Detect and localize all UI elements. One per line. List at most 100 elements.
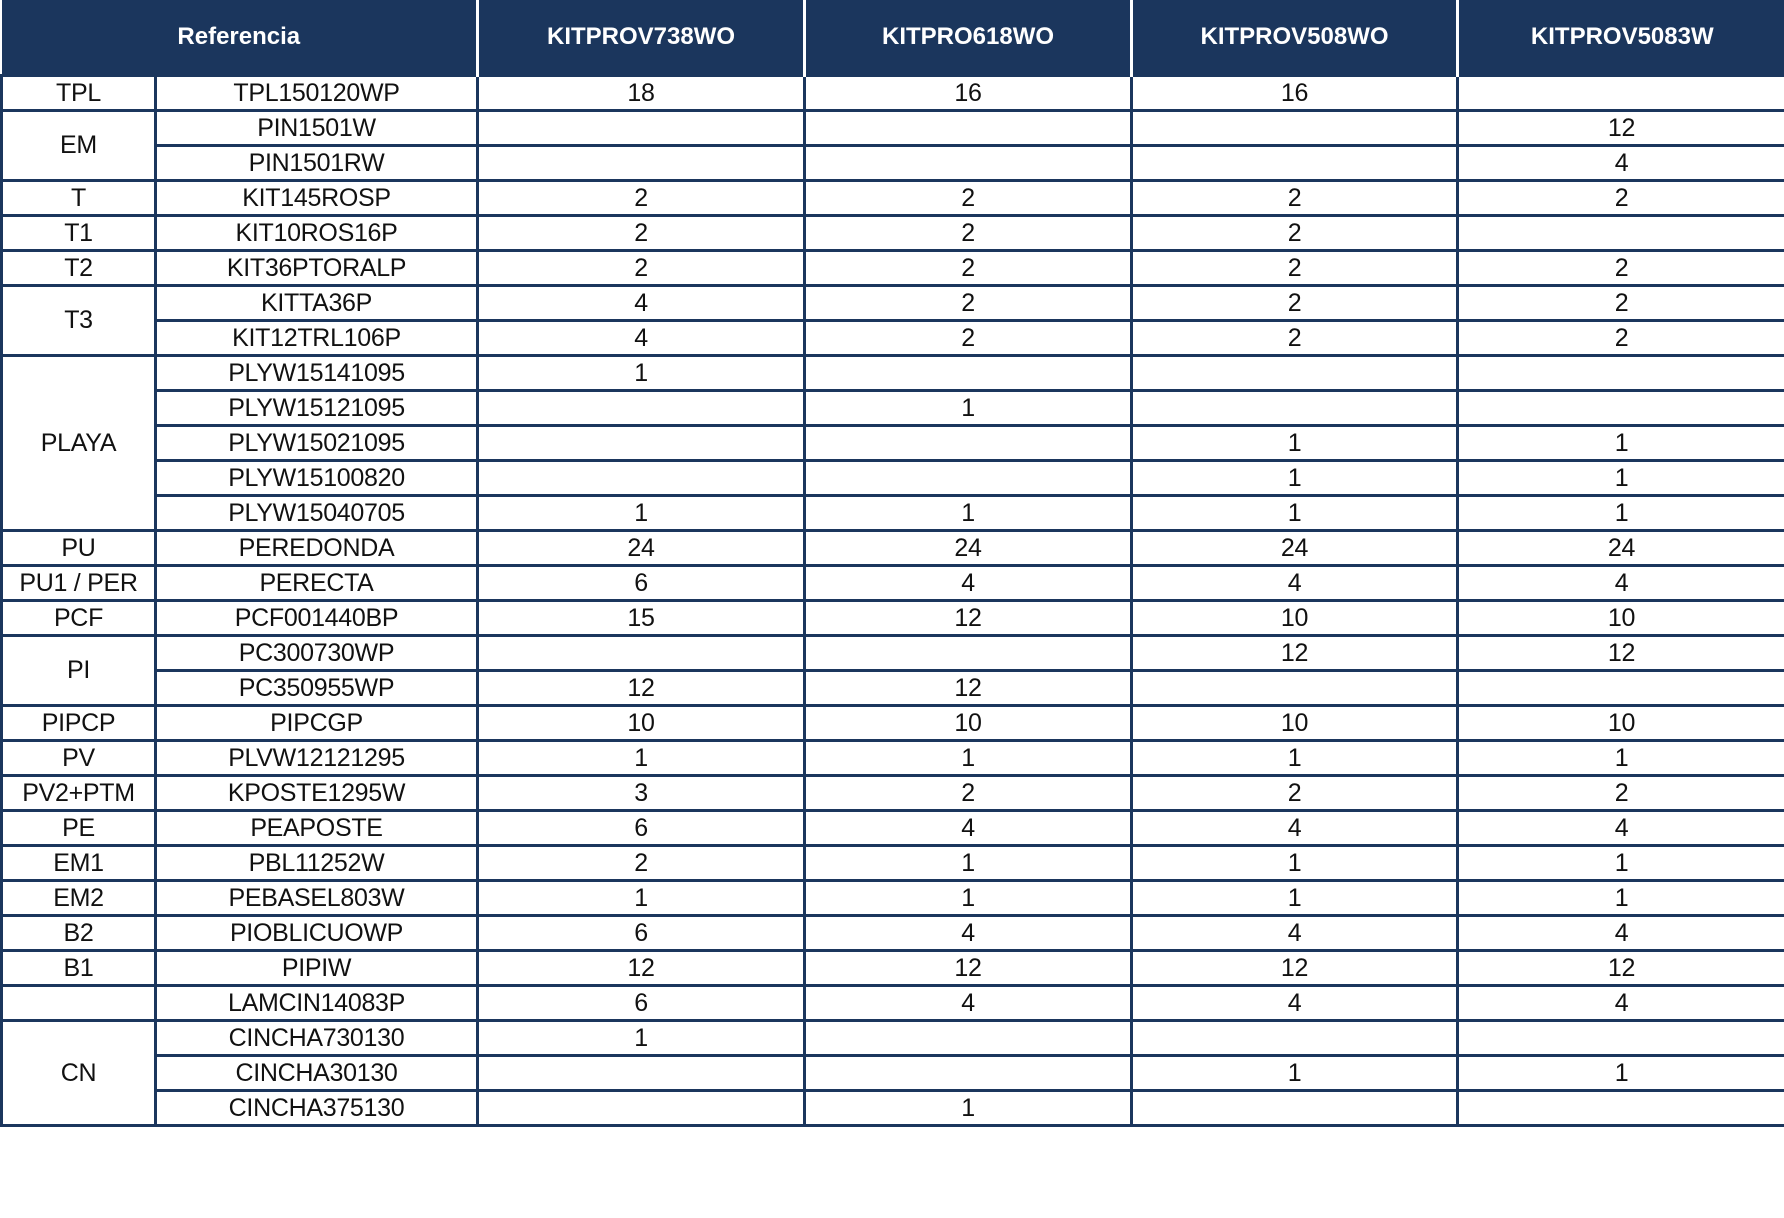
quantity-cell: 6: [476, 984, 807, 1022]
quantity-cell: [1456, 214, 1784, 252]
table-row: T KIT145ROSP 2 2 2 2: [0, 179, 1784, 217]
quantity-cell: 1: [1456, 879, 1784, 917]
table-row: PIPCP PIPCGP 10 10 10 10: [0, 704, 1784, 742]
table-row: TPL TPL150120WP 18 16 16: [0, 74, 1784, 112]
group-cell: B1: [0, 949, 157, 987]
quantity-cell: 4: [803, 914, 1134, 952]
quantity-cell: 10: [1456, 704, 1784, 742]
quantity-cell: 2: [476, 844, 807, 882]
quantity-cell: 1: [803, 879, 1134, 917]
quantity-cell: [1456, 74, 1784, 112]
reference-cell: CINCHA375130: [153, 1089, 480, 1127]
table-row: PLAYA PLYW15141095 1: [0, 354, 1784, 532]
table-row: CN CINCHA730130 1: [0, 1019, 1784, 1127]
table-row: PU PEREDONDA 24 24 24 24: [0, 529, 1784, 567]
group-cell: PV: [0, 739, 157, 777]
quantity-cell: 1: [803, 494, 1134, 532]
table-row: PLYW15040705 1 1 1 1: [2, 494, 1784, 532]
quantity-cell: 1: [1456, 494, 1784, 532]
quantity-cell: 2: [803, 284, 1134, 322]
table-row: PIN1501RW 4: [2, 144, 1784, 182]
quantity-cell: 2: [803, 774, 1134, 812]
table-row: T1 KIT10ROS16P 2 2 2: [0, 214, 1784, 252]
quantity-cell: 12: [803, 669, 1134, 707]
group-cell: EM: [0, 109, 157, 182]
group-cell: T1: [0, 214, 157, 252]
reference-cell: KITTA36P: [153, 284, 480, 322]
quantity-cell: 24: [1456, 529, 1784, 567]
quantity-cell: 10: [803, 704, 1134, 742]
reference-cell: PIN1501W: [153, 109, 480, 147]
quantity-cell: 4: [1456, 564, 1784, 602]
quantity-cell: 12: [1130, 634, 1460, 672]
reference-cell: LAMCIN14083P: [153, 984, 480, 1022]
quantity-cell: 4: [1456, 914, 1784, 952]
quantity-cell: [476, 424, 807, 462]
quantity-cell: 1: [1130, 1054, 1460, 1092]
quantity-cell: 16: [1130, 74, 1460, 112]
group-cell: TPL: [0, 74, 157, 112]
group-cell: PV2+PTM: [0, 774, 157, 812]
quantity-cell: 4: [803, 984, 1134, 1022]
quantity-cell: 2: [476, 214, 807, 252]
reference-cell: PLYW15040705: [153, 494, 480, 532]
quantity-cell: 12: [476, 949, 807, 987]
quantity-cell: [476, 144, 807, 182]
quantity-cell: 2: [1456, 249, 1784, 287]
reference-cell: KIT145ROSP: [153, 179, 480, 217]
table-row: LAMCIN14083P 6 4 4 4: [0, 984, 1784, 1022]
group-cell: PI: [0, 634, 157, 707]
quantity-cell: [476, 459, 807, 497]
quantity-cell: 2: [803, 319, 1134, 357]
table-row: CINCHA375130 1: [2, 1089, 1784, 1127]
quantity-cell: 2: [803, 179, 1134, 217]
reference-cell: CINCHA730130: [153, 1019, 480, 1057]
quantity-cell: 1: [476, 1019, 807, 1057]
group-cell: EM1: [0, 844, 157, 882]
quantity-cell: 24: [1130, 529, 1460, 567]
quantity-cell: 4: [1456, 144, 1784, 182]
quantity-cell: 1: [476, 494, 807, 532]
quantity-cell: [1130, 389, 1460, 427]
table-row: KIT12TRL106P 4 2 2 2: [2, 319, 1784, 357]
reference-cell: KIT36PTORALP: [153, 249, 480, 287]
table-row: EM PIN1501W 12: [0, 109, 1784, 182]
quantity-cell: 4: [476, 284, 807, 322]
reference-cell: PCF001440BP: [153, 599, 480, 637]
reference-cell: PLYW15121095: [153, 389, 480, 427]
quantity-cell: [803, 1054, 1134, 1092]
table-row: PLYW15100820 1 1: [2, 459, 1784, 497]
table-row: PC350955WP 12 12: [2, 669, 1784, 707]
quantity-cell: 4: [1456, 984, 1784, 1022]
quantity-cell: 18: [476, 74, 807, 112]
quantity-cell: 1: [1456, 739, 1784, 777]
quantity-cell: 12: [803, 949, 1134, 987]
group-cell: CN: [0, 1019, 157, 1127]
quantity-cell: 12: [1130, 949, 1460, 987]
group-cell: T: [0, 179, 157, 217]
kit-reference-table: Referencia KITPROV738WO KITPRO618WO KITP…: [0, 0, 1784, 1127]
quantity-cell: 2: [1130, 214, 1460, 252]
quantity-cell: 2: [1130, 774, 1460, 812]
quantity-cell: [803, 109, 1134, 147]
quantity-cell: 10: [1130, 599, 1460, 637]
group-cell: PU: [0, 529, 157, 567]
reference-cell: PEAPOSTE: [153, 809, 480, 847]
quantity-cell: 2: [1130, 284, 1460, 322]
quantity-cell: 1: [803, 1089, 1134, 1127]
quantity-cell: 1: [1456, 1054, 1784, 1092]
quantity-cell: 10: [1130, 704, 1460, 742]
table-row: PI PC300730WP 12 12: [0, 634, 1784, 707]
table-row: PU1 / PER PERECTA 6 4 4 4: [0, 564, 1784, 602]
quantity-cell: [1130, 1089, 1460, 1127]
quantity-cell: 6: [476, 914, 807, 952]
quantity-cell: 1: [1130, 494, 1460, 532]
quantity-cell: 1: [803, 389, 1134, 427]
group-cell: PE: [0, 809, 157, 847]
quantity-cell: 1: [1130, 424, 1460, 462]
quantity-cell: 2: [1456, 774, 1784, 812]
quantity-cell: [476, 1054, 807, 1092]
table-row: T2 KIT36PTORALP 2 2 2 2: [0, 249, 1784, 287]
quantity-cell: [1130, 109, 1460, 147]
quantity-cell: 2: [1456, 179, 1784, 217]
